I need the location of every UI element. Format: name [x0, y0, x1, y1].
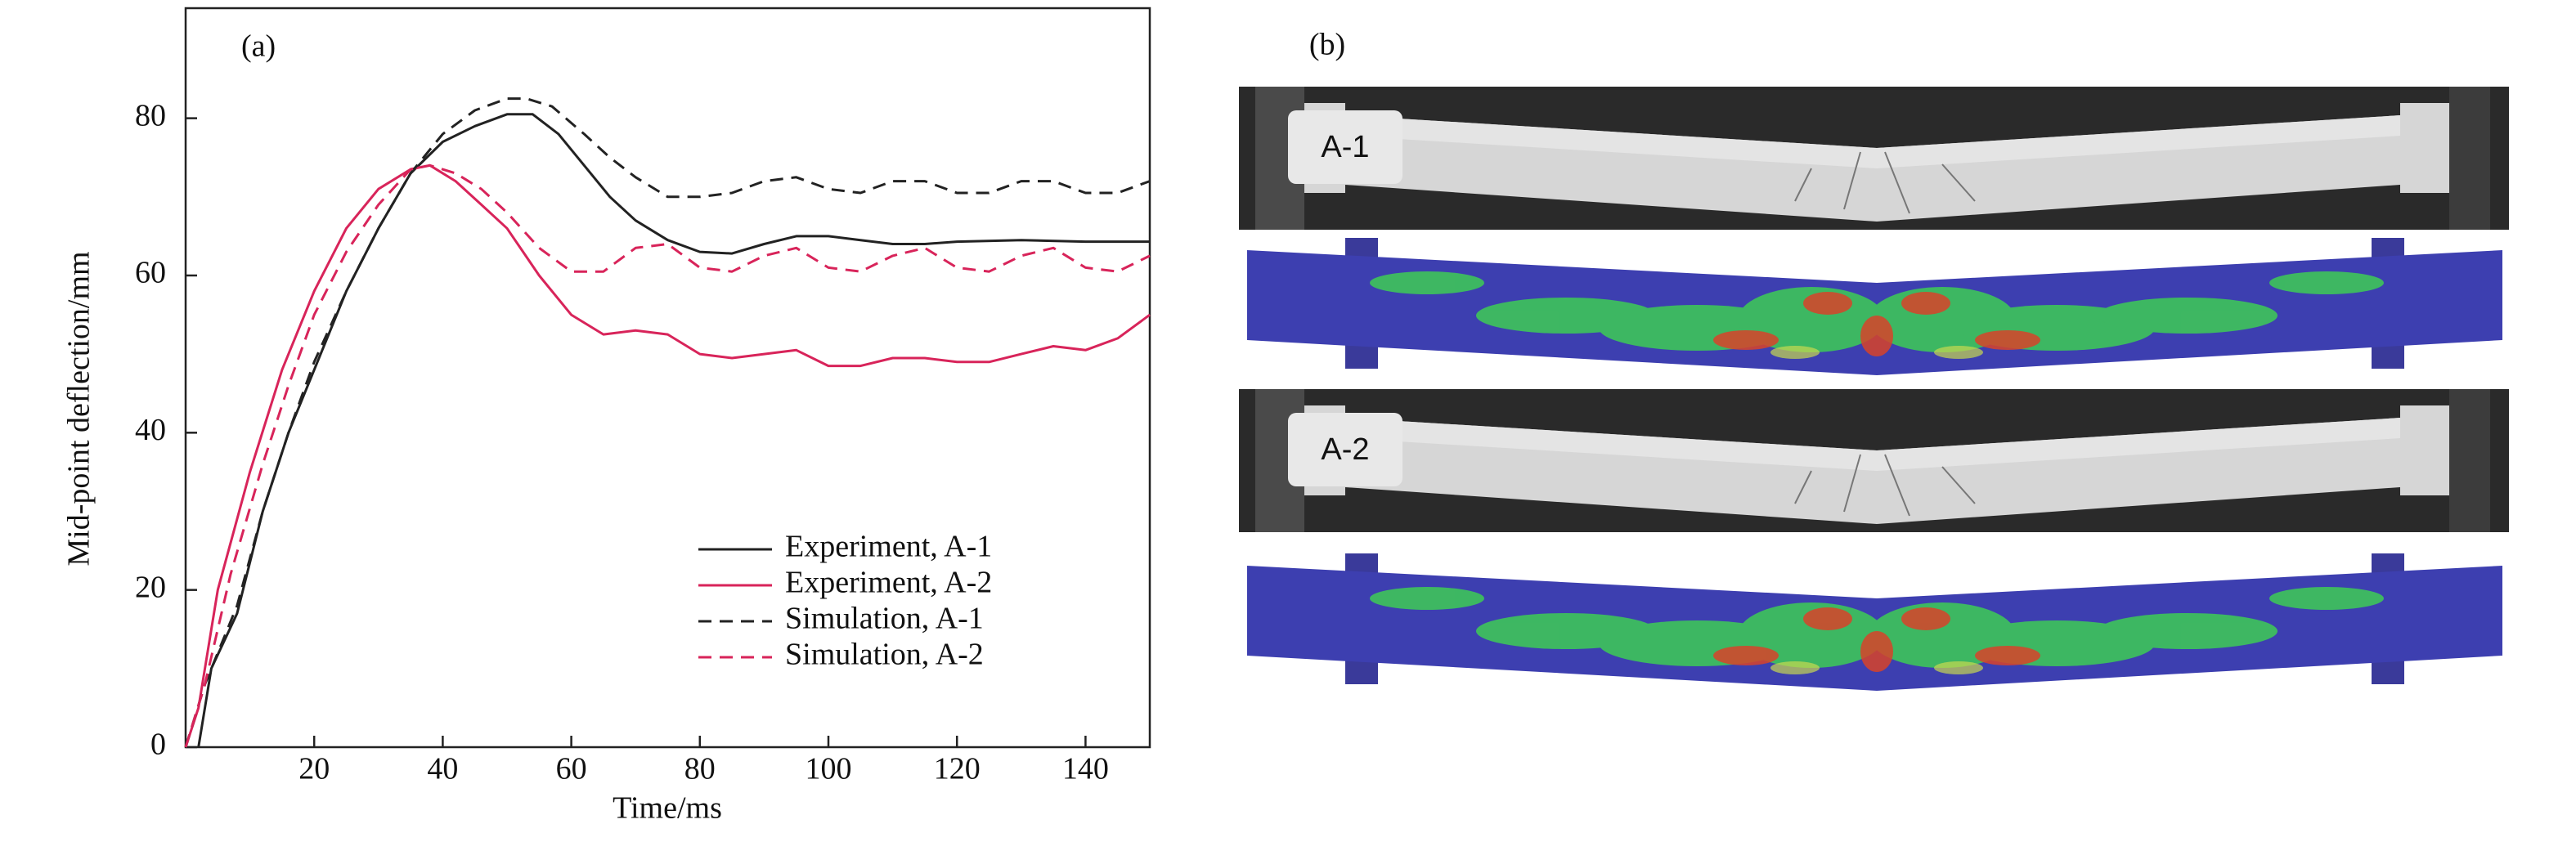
label-box — [1288, 110, 1402, 184]
panel-b: (b) A-1 A-2 — [1238, 28, 2510, 691]
legend-label: Simulation, A-2 — [785, 638, 984, 672]
legend-label: Simulation, A-1 — [785, 602, 984, 636]
beam-fe-contour — [1247, 553, 2502, 691]
series-line — [184, 163, 1151, 748]
x-tick-label: 60 — [556, 752, 587, 786]
x-tick-label: 80 — [684, 752, 716, 786]
beam-label: A-2 — [1321, 432, 1369, 467]
y-tick-label: 20 — [135, 570, 166, 604]
series-line — [184, 163, 1151, 748]
y-tick-label: 0 — [150, 728, 166, 762]
label-box — [1288, 413, 1402, 486]
plot-frame — [184, 7, 1151, 749]
y-axis-label: Mid-point deflection/mm — [62, 251, 96, 566]
panel-a: (a) Time/ms Mid-point deflection/mm 20 40… — [62, 7, 1151, 826]
y-tick-label: 80 — [135, 98, 166, 132]
x-tick-label: 120 — [934, 752, 981, 786]
x-tick-label: 20 — [298, 752, 330, 786]
beam-photo — [1238, 388, 2510, 533]
beam-photo — [1238, 86, 2510, 231]
series-line — [184, 97, 1151, 748]
x-tick-label: 40 — [427, 752, 458, 786]
legend-label: Experiment, A-1 — [785, 530, 992, 564]
x-axis-label: Time/ms — [613, 791, 722, 826]
x-tick-label: 140 — [1062, 752, 1109, 786]
series-line — [197, 113, 1150, 748]
x-tick-label: 100 — [806, 752, 852, 786]
beam-label: A-1 — [1321, 130, 1369, 164]
panel-label: (b) — [1309, 28, 1345, 62]
y-tick-label: 40 — [135, 413, 166, 447]
y-tick-label: 60 — [135, 256, 166, 290]
panel-label: (a) — [241, 29, 276, 64]
legend-label: Experiment, A-2 — [785, 566, 992, 600]
beam-fe-contour — [1247, 238, 2502, 375]
